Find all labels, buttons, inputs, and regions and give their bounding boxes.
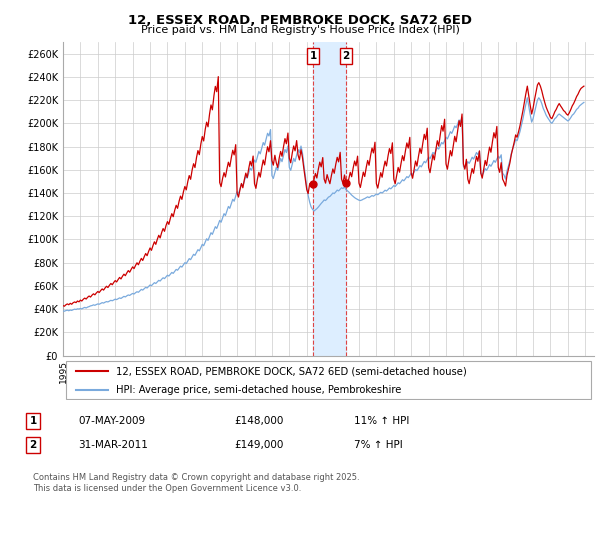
Text: 2: 2	[29, 440, 37, 450]
Text: 31-MAR-2011: 31-MAR-2011	[78, 440, 148, 450]
Text: £148,000: £148,000	[234, 416, 283, 426]
Text: 07-MAY-2009: 07-MAY-2009	[78, 416, 145, 426]
Text: £149,000: £149,000	[234, 440, 283, 450]
Text: HPI: Average price, semi-detached house, Pembrokeshire: HPI: Average price, semi-detached house,…	[116, 385, 401, 395]
Text: 1: 1	[29, 416, 37, 426]
FancyBboxPatch shape	[65, 361, 592, 399]
Bar	[313, 42, 346, 356]
Text: 7% ↑ HPI: 7% ↑ HPI	[354, 440, 403, 450]
Text: 12, ESSEX ROAD, PEMBROKE DOCK, SA72 6ED (semi-detached house): 12, ESSEX ROAD, PEMBROKE DOCK, SA72 6ED …	[116, 366, 467, 376]
Text: Contains HM Land Registry data © Crown copyright and database right 2025.
This d: Contains HM Land Registry data © Crown c…	[33, 473, 359, 493]
Text: 2: 2	[342, 51, 350, 61]
Text: 12, ESSEX ROAD, PEMBROKE DOCK, SA72 6ED: 12, ESSEX ROAD, PEMBROKE DOCK, SA72 6ED	[128, 14, 472, 27]
Text: Price paid vs. HM Land Registry's House Price Index (HPI): Price paid vs. HM Land Registry's House …	[140, 25, 460, 35]
Text: 11% ↑ HPI: 11% ↑ HPI	[354, 416, 409, 426]
Text: 1: 1	[310, 51, 317, 61]
